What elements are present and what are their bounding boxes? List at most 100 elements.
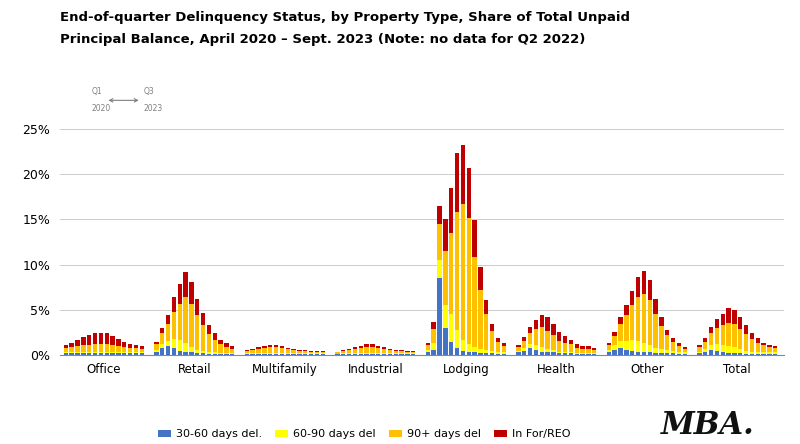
Bar bbox=[738, 329, 742, 349]
Bar bbox=[755, 342, 760, 352]
Bar bbox=[574, 348, 579, 353]
Bar bbox=[496, 338, 500, 341]
Bar bbox=[166, 341, 170, 346]
Bar bbox=[64, 353, 68, 355]
Bar bbox=[195, 350, 199, 353]
Bar bbox=[522, 337, 526, 341]
Bar bbox=[245, 351, 249, 353]
Bar bbox=[455, 212, 459, 330]
Bar bbox=[341, 354, 346, 355]
Bar bbox=[358, 346, 363, 348]
Bar bbox=[755, 354, 760, 355]
Bar bbox=[411, 352, 415, 353]
Bar bbox=[671, 341, 675, 351]
Bar bbox=[250, 350, 255, 353]
Bar bbox=[449, 233, 454, 314]
Bar bbox=[580, 353, 585, 354]
Text: 2023: 2023 bbox=[144, 104, 163, 113]
Bar bbox=[139, 346, 144, 349]
Bar bbox=[443, 251, 447, 305]
Bar bbox=[496, 354, 500, 355]
Text: Q3: Q3 bbox=[144, 87, 154, 96]
Bar bbox=[218, 353, 222, 354]
Bar bbox=[659, 349, 663, 353]
Bar bbox=[262, 346, 266, 348]
Bar bbox=[262, 354, 266, 355]
Bar bbox=[274, 353, 278, 354]
Bar bbox=[472, 353, 477, 355]
Bar bbox=[256, 353, 261, 354]
Bar bbox=[721, 325, 725, 345]
Bar bbox=[624, 341, 629, 350]
Bar bbox=[438, 224, 442, 260]
Bar bbox=[224, 344, 229, 347]
Bar bbox=[522, 348, 526, 351]
Bar bbox=[370, 353, 374, 354]
Bar bbox=[682, 347, 687, 349]
Bar bbox=[490, 331, 494, 351]
Bar bbox=[230, 353, 234, 354]
Bar bbox=[738, 353, 742, 355]
Bar bbox=[195, 299, 199, 315]
Bar bbox=[618, 317, 622, 325]
Bar bbox=[714, 351, 719, 355]
Bar bbox=[714, 319, 719, 328]
Bar bbox=[539, 327, 544, 347]
Bar bbox=[353, 354, 357, 355]
Bar bbox=[134, 348, 138, 353]
Bar bbox=[682, 349, 687, 353]
Bar bbox=[364, 345, 369, 347]
Bar bbox=[703, 352, 707, 355]
Bar bbox=[472, 220, 477, 257]
Bar bbox=[546, 349, 550, 353]
Bar bbox=[592, 354, 597, 355]
Bar bbox=[484, 350, 489, 353]
Bar bbox=[394, 351, 398, 353]
Bar bbox=[195, 353, 199, 355]
Bar bbox=[154, 352, 158, 355]
Bar bbox=[461, 340, 465, 351]
Bar bbox=[353, 349, 357, 353]
Bar bbox=[714, 345, 719, 351]
Bar bbox=[709, 350, 714, 355]
Bar bbox=[539, 315, 544, 327]
Bar bbox=[624, 305, 629, 315]
Bar bbox=[382, 349, 386, 353]
Text: End-of-quarter Delinquency Status, by Property Type, Share of Total Unpaid: End-of-quarter Delinquency Status, by Pr… bbox=[60, 11, 630, 24]
Bar bbox=[647, 353, 652, 355]
Bar bbox=[449, 341, 454, 355]
Bar bbox=[744, 334, 748, 351]
Bar bbox=[321, 354, 325, 355]
Bar bbox=[309, 352, 314, 353]
Bar bbox=[93, 353, 98, 355]
Bar bbox=[314, 354, 319, 355]
Bar bbox=[574, 354, 579, 355]
Bar bbox=[697, 353, 702, 355]
Bar bbox=[461, 351, 465, 355]
Bar bbox=[574, 345, 579, 348]
Bar bbox=[335, 353, 339, 354]
Bar bbox=[166, 315, 170, 325]
Bar bbox=[321, 353, 325, 354]
Bar bbox=[671, 351, 675, 353]
Legend: 30-60 days del., 60-90 days del, 90+ days del, In For/REO: 30-60 days del., 60-90 days del, 90+ day… bbox=[154, 425, 574, 444]
Bar bbox=[773, 346, 778, 348]
Bar bbox=[563, 353, 567, 355]
Bar bbox=[250, 353, 255, 354]
Bar bbox=[449, 314, 454, 341]
Bar bbox=[154, 345, 158, 350]
Bar bbox=[478, 290, 482, 349]
Bar bbox=[449, 188, 454, 233]
Bar bbox=[563, 342, 567, 352]
Text: © MBA 2023    5: © MBA 2023 5 bbox=[358, 420, 438, 430]
Bar bbox=[286, 353, 290, 354]
Bar bbox=[87, 353, 91, 355]
Bar bbox=[347, 353, 351, 354]
Bar bbox=[262, 348, 266, 353]
Bar bbox=[245, 350, 249, 351]
Bar bbox=[388, 350, 392, 353]
Bar bbox=[528, 327, 532, 333]
Bar bbox=[98, 333, 103, 345]
Bar bbox=[250, 349, 255, 350]
Bar bbox=[466, 352, 471, 355]
